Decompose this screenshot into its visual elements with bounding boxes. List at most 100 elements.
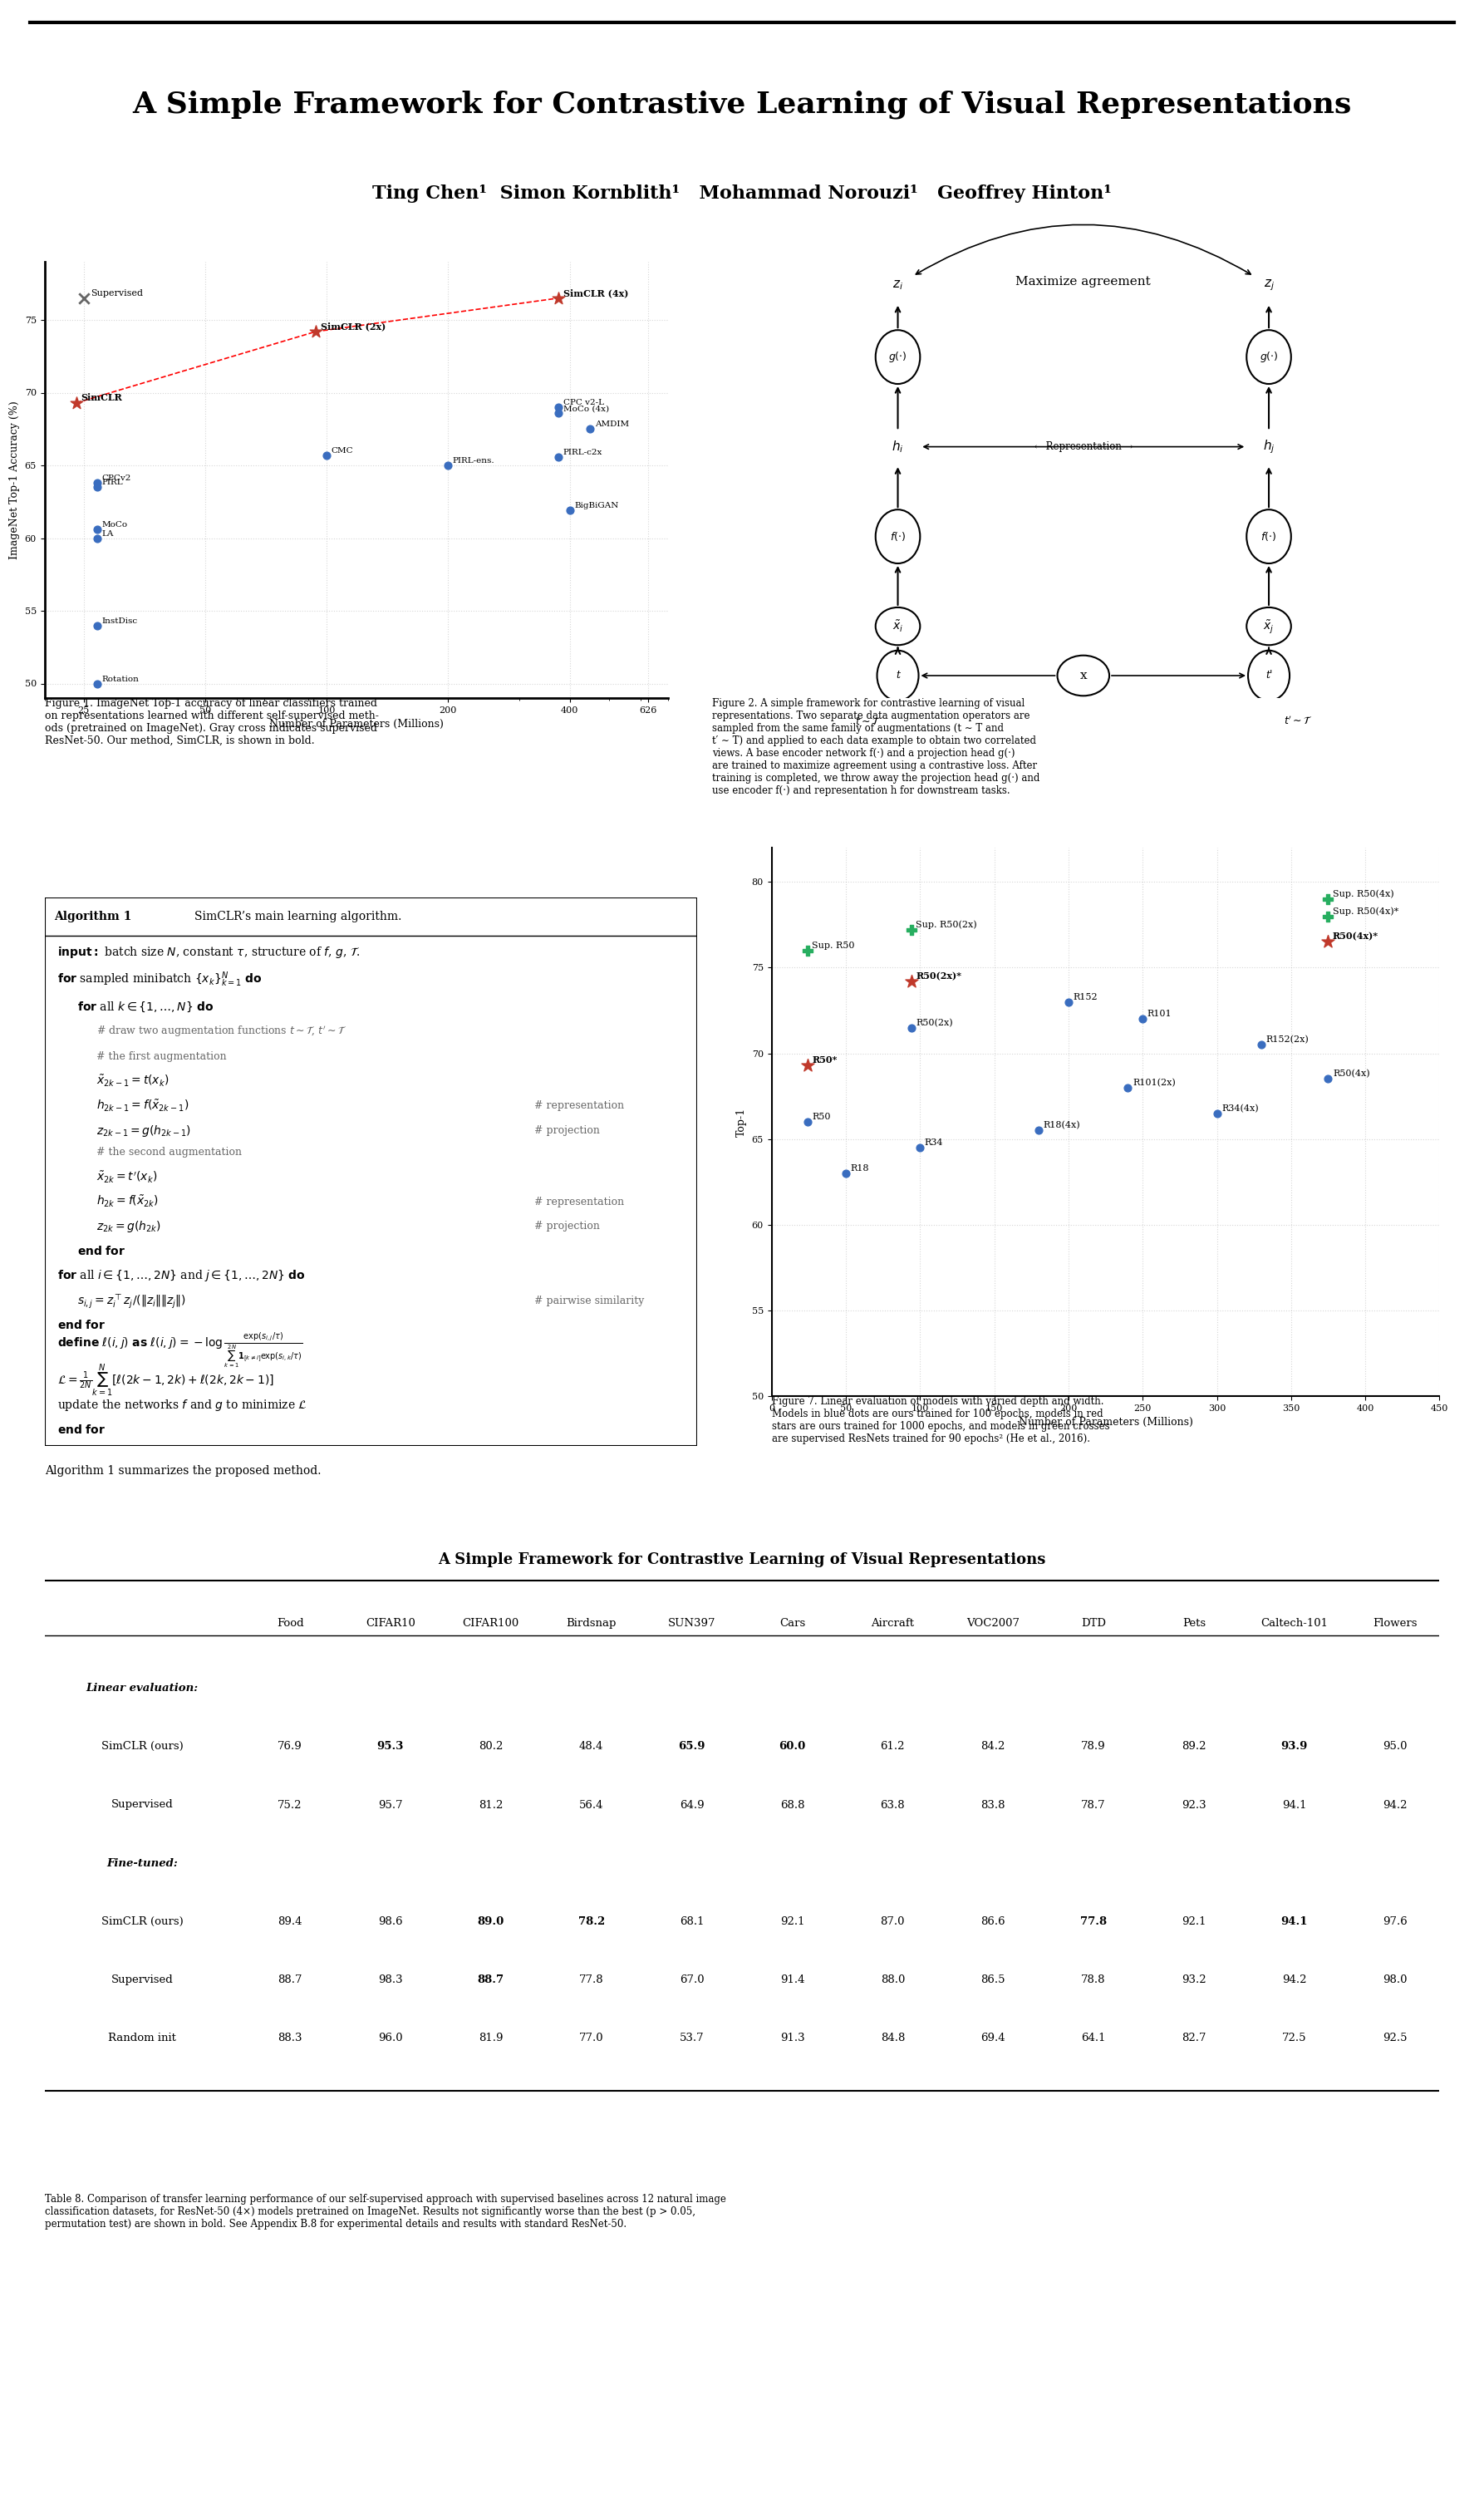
Point	[85, 606, 108, 646]
Text: # the first augmentation: # the first augmentation	[96, 1052, 227, 1062]
Text: R50(4x)*: R50(4x)*	[1333, 932, 1379, 942]
Text: 82.7: 82.7	[1181, 2032, 1206, 2044]
Text: # the second augmentation: # the second augmentation	[96, 1147, 242, 1157]
Text: 88.7: 88.7	[478, 1974, 505, 1984]
Text: 68.1: 68.1	[680, 1917, 703, 1927]
Point	[1250, 1025, 1273, 1065]
Text: 81.9: 81.9	[479, 2032, 503, 2044]
Text: $h_j$: $h_j$	[1263, 439, 1275, 456]
Point	[546, 386, 570, 426]
Point	[1057, 982, 1080, 1022]
Text: $\tilde{x}_{2k} = t'(x_k)$: $\tilde{x}_{2k} = t'(x_k)$	[96, 1169, 157, 1184]
Text: $\mathbf{end\ for}$: $\mathbf{end\ for}$	[77, 1244, 125, 1256]
Text: 88.3: 88.3	[278, 2032, 303, 2044]
Text: Figure 7. Linear evaluation of models with varied depth and width.
Models in blu: Figure 7. Linear evaluation of models wi…	[772, 1396, 1110, 1443]
Text: # projection: # projection	[534, 1124, 600, 1137]
Text: $f(\cdot)$: $f(\cdot)$	[890, 531, 905, 543]
Text: 91.4: 91.4	[781, 1974, 804, 1984]
Point	[1316, 880, 1340, 920]
Point	[65, 384, 89, 424]
Text: # draw two augmentation functions $t\sim\mathcal{T}$, $t'\sim\mathcal{T}$: # draw two augmentation functions $t\sim…	[96, 1025, 347, 1040]
Text: MoCo (4x): MoCo (4x)	[562, 404, 608, 411]
Text: $f(\cdot)$: $f(\cdot)$	[1261, 531, 1276, 543]
Text: 65.9: 65.9	[678, 1740, 705, 1753]
Text: Sup. R50(4x): Sup. R50(4x)	[1333, 890, 1393, 897]
Text: 77.8: 77.8	[1080, 1917, 1107, 1927]
Text: R18: R18	[850, 1164, 870, 1172]
Point	[85, 466, 108, 506]
Text: R50: R50	[812, 1112, 831, 1122]
Text: 56.4: 56.4	[579, 1800, 604, 1810]
Y-axis label: Top-1: Top-1	[736, 1107, 746, 1137]
Text: 89.0: 89.0	[478, 1917, 505, 1927]
Point	[899, 962, 923, 1002]
Text: 61.2: 61.2	[880, 1740, 905, 1753]
Text: 92.5: 92.5	[1383, 2032, 1407, 2044]
Text: 63.8: 63.8	[880, 1800, 905, 1810]
Text: SimCLR (4x): SimCLR (4x)	[562, 289, 628, 297]
Text: $g(\cdot)$: $g(\cdot)$	[1260, 349, 1278, 364]
Text: 86.6: 86.6	[981, 1917, 1005, 1927]
Text: 92.1: 92.1	[1181, 1917, 1206, 1927]
Text: SimCLR’s main learning algorithm.: SimCLR’s main learning algorithm.	[194, 910, 402, 922]
Text: Supervised: Supervised	[111, 1974, 174, 1984]
Text: $z_{2k} = g(h_{2k})$: $z_{2k} = g(h_{2k})$	[96, 1219, 162, 1234]
Text: $h_{2k} = f(\tilde{x}_{2k})$: $h_{2k} = f(\tilde{x}_{2k})$	[96, 1194, 159, 1209]
Text: # projection: # projection	[534, 1222, 600, 1232]
Text: 78.2: 78.2	[577, 1917, 605, 1927]
Text: t: t	[896, 671, 899, 681]
Text: $\tilde{x}_j$: $\tilde{x}_j$	[1263, 618, 1275, 636]
Point	[1131, 1000, 1155, 1040]
Text: Rotation: Rotation	[102, 676, 139, 683]
Text: 96.0: 96.0	[378, 2032, 402, 2044]
Text: 94.2: 94.2	[1282, 1974, 1306, 1984]
Text: 64.1: 64.1	[1082, 2032, 1106, 2044]
Point	[85, 663, 108, 703]
Text: AMDIM: AMDIM	[595, 421, 629, 429]
Point	[579, 409, 603, 449]
Text: x: x	[1080, 671, 1086, 681]
Text: CIFAR100: CIFAR100	[463, 1618, 519, 1628]
Text: R101(2x): R101(2x)	[1132, 1079, 1175, 1087]
Text: SimCLR (2x): SimCLR (2x)	[321, 322, 386, 332]
Text: $z_j$: $z_j$	[1263, 277, 1275, 292]
Point	[546, 394, 570, 434]
Text: 80.2: 80.2	[479, 1740, 503, 1753]
Text: 95.0: 95.0	[1383, 1740, 1407, 1753]
Text: R101: R101	[1147, 1010, 1172, 1017]
Point	[304, 312, 328, 352]
Text: Pets: Pets	[1183, 1618, 1205, 1628]
Text: $z_i$: $z_i$	[892, 279, 904, 292]
Text: 81.2: 81.2	[479, 1800, 503, 1810]
Point	[795, 1102, 819, 1142]
Point	[795, 1045, 819, 1084]
Text: 98.3: 98.3	[378, 1974, 402, 1984]
Text: 88.0: 88.0	[880, 1974, 905, 1984]
Text: $g(\cdot)$: $g(\cdot)$	[889, 349, 907, 364]
Text: 97.6: 97.6	[1383, 1917, 1407, 1927]
Point	[1316, 922, 1340, 962]
Text: 69.4: 69.4	[981, 2032, 1005, 2044]
Text: 84.8: 84.8	[880, 2032, 905, 2044]
Point	[546, 436, 570, 476]
Text: $\tilde{x}_{2k-1} = t(x_k)$: $\tilde{x}_{2k-1} = t(x_k)$	[96, 1074, 169, 1089]
Point	[558, 491, 582, 531]
Text: CPC v2-L: CPC v2-L	[562, 399, 604, 406]
Text: R50(4x): R50(4x)	[1333, 1069, 1370, 1079]
Text: Supervised: Supervised	[111, 1800, 174, 1810]
Text: R34: R34	[925, 1139, 944, 1147]
Text: 95.3: 95.3	[377, 1740, 404, 1753]
Text: Birdsnap: Birdsnap	[567, 1618, 616, 1628]
Text: 89.4: 89.4	[278, 1917, 303, 1927]
Text: 91.3: 91.3	[781, 2032, 804, 2044]
Text: PIRL-ens.: PIRL-ens.	[453, 456, 494, 464]
Point	[1205, 1094, 1229, 1134]
Text: R152(2x): R152(2x)	[1266, 1035, 1309, 1045]
Text: 77.8: 77.8	[579, 1974, 604, 1984]
Point	[899, 910, 923, 950]
Text: t': t'	[1266, 671, 1272, 681]
Text: $\mathbf{for}$ all $i \in \{1,\ldots,2N\}$ and $j \in \{1,\ldots,2N\}$ $\mathbf{: $\mathbf{for}$ all $i \in \{1,\ldots,2N\…	[58, 1269, 306, 1284]
Point	[85, 464, 108, 504]
Text: R152: R152	[1073, 992, 1098, 1002]
Text: 94.1: 94.1	[1281, 1917, 1307, 1927]
